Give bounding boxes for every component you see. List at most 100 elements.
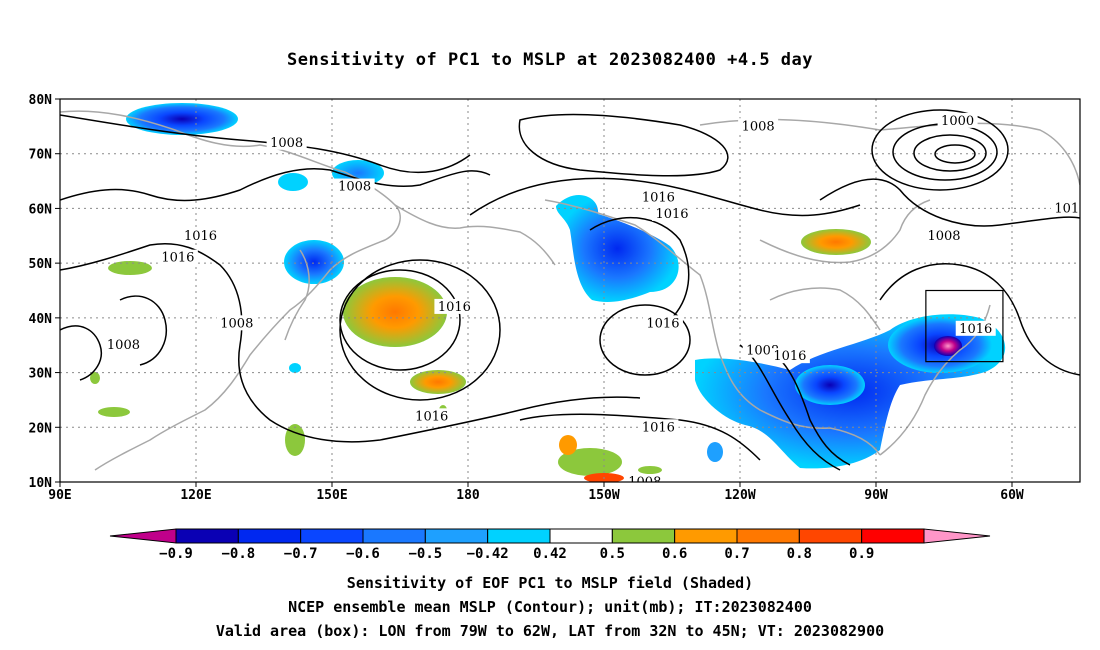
lat-tick-label: 40N	[29, 312, 53, 327]
contour-label: 1016	[642, 190, 675, 205]
contour-low-3	[913, 134, 987, 172]
contour-label: 1008	[742, 119, 775, 134]
contour-label: 1008	[220, 316, 253, 331]
colorbar-label: 0.5	[600, 546, 625, 562]
lon-tick-label: 120E	[180, 488, 211, 503]
colorbar-label: −0.6	[346, 546, 380, 562]
colorbar-label: 0.8	[787, 546, 812, 562]
colorbar-label: −0.5	[408, 546, 442, 562]
colorbar-label: 0.42	[533, 546, 567, 562]
valid-area-box	[925, 289, 1004, 363]
colorbar-segment	[861, 528, 925, 544]
contour-1016-pacific-north	[469, 177, 861, 217]
lat-tick-label: 20N	[29, 421, 53, 436]
contour-label-bg	[769, 348, 810, 364]
colorbar-segment	[424, 528, 489, 544]
contour-1016-atlantic	[879, 263, 1080, 376]
lat-tick-label: 10N	[29, 476, 53, 491]
contour-1016-south	[60, 243, 641, 443]
shade-blue-dot	[289, 363, 301, 373]
shade-green-hawaii	[558, 448, 622, 476]
contour-label-bg	[334, 178, 375, 194]
colorbar-label: 0.7	[724, 546, 749, 562]
colorbar-label: −0.8	[221, 546, 255, 562]
asia-coast	[60, 110, 401, 471]
contour-low-1	[871, 109, 1009, 191]
contour-label: 1016	[773, 349, 806, 364]
lon-tick-label: 90E	[48, 488, 71, 503]
contour-label: 1016	[438, 300, 471, 315]
colorbar-label: −0.9	[159, 546, 193, 562]
contour-label-bg	[924, 227, 964, 243]
colorbar-segment	[175, 528, 239, 544]
shade-blue-gulf-alaska	[556, 194, 679, 303]
shade-blue-mexico	[707, 442, 723, 462]
plot-layers: 1008 1008 1000 1008 1016 1016 1016 1008 1008 1016…	[60, 99, 1080, 490]
shade-orange-small	[410, 370, 466, 394]
colorbar-segment	[674, 528, 738, 544]
contour-1016-alaska	[589, 217, 690, 321]
contour-label: 1016	[161, 251, 194, 266]
contour-1008-arctic	[518, 113, 729, 177]
shade-orange-north-pacific	[343, 277, 447, 347]
shade-blue-kuril	[284, 240, 344, 284]
mslp-contours	[60, 109, 1080, 471]
contour-label-bg	[738, 118, 779, 134]
colorbar-segment	[736, 528, 800, 544]
contour-label-bg	[955, 320, 996, 336]
colorbar-label: −0.42	[467, 546, 509, 562]
colorbar-min-arrow	[109, 528, 177, 544]
contour-label: 1016	[646, 316, 679, 331]
contour-label-bg	[103, 337, 144, 353]
contour-label: 1016	[642, 420, 675, 435]
contour-labels: 1008 1008 1000 1008 1016 1016 1016 1008 1008 1016…	[103, 112, 1080, 490]
contour-1008-north-b	[60, 167, 491, 202]
contour-label: 1008	[107, 338, 140, 353]
shade-green-small	[638, 466, 662, 474]
contour-1016-high	[339, 259, 501, 401]
contour-1008-india	[60, 325, 102, 381]
lon-tick-label: 120W	[724, 488, 755, 503]
colorbar-segment	[611, 528, 676, 544]
sensitivity-shading	[90, 103, 1006, 482]
caption-line-2: NCEP ensemble mean MSLP (Contour); unit(…	[288, 598, 812, 616]
contour-label-bg	[216, 315, 257, 331]
lat-tick-label: 80N	[29, 93, 53, 108]
lon-tick-label: 150W	[588, 488, 619, 503]
colorbar-segment	[798, 528, 863, 544]
shade-blue-north-pacific	[126, 103, 238, 135]
contour-label: 1016	[959, 322, 992, 337]
lat-tick-label: 30N	[29, 367, 53, 382]
lat-tick-label: 60N	[29, 202, 53, 217]
shade-blue-us-south	[795, 365, 865, 405]
contour-1008-east	[819, 178, 1080, 227]
longitude-labels: 90E 120E 150E 180 150W 120W 90W 60W	[48, 482, 1024, 503]
shade-magenta-max	[934, 336, 962, 356]
contour-label: 1008	[628, 475, 661, 490]
lat-tick-label: 50N	[29, 257, 53, 272]
contour-label-bg	[157, 249, 198, 265]
contour-label-bg	[652, 205, 692, 221]
contour-label-bg	[642, 315, 683, 331]
map-title: Sensitivity of PC1 to MSLP at 2023082400…	[286, 50, 813, 70]
colorbar-label: −0.7	[284, 546, 318, 562]
great-lakes-coast	[769, 287, 881, 331]
latitude-labels: 80N 70N 60N 50N 40N 30N 20N 10N	[29, 93, 60, 491]
shade-green-bay	[90, 372, 100, 384]
hudson-bay-coast	[759, 199, 931, 264]
contour-label: 1008	[927, 229, 960, 244]
caption-line-3: Valid area (box): LON from 79W to 62W, L…	[215, 622, 885, 640]
colorbar: −0.9 −0.8 −0.7 −0.6 −0.5 −0.42 0.42 0.5 0.6 0.7 0.…	[109, 528, 991, 562]
contour-1016-mexico	[769, 349, 851, 466]
colorbar-label: 0.9	[849, 546, 874, 562]
contour-label-bg	[266, 134, 307, 150]
contour-label: 1016	[184, 229, 217, 244]
lon-tick-label: 90W	[864, 488, 888, 503]
shade-blue-small	[278, 173, 308, 191]
contour-pacific-high	[599, 304, 691, 376]
lon-tick-label: 180	[456, 488, 480, 503]
caption-line-1: Sensitivity of EOF PC1 to MSLP field (Sh…	[346, 574, 754, 592]
plot-frame	[59, 98, 1081, 483]
contour-1008-mexico	[739, 344, 841, 471]
